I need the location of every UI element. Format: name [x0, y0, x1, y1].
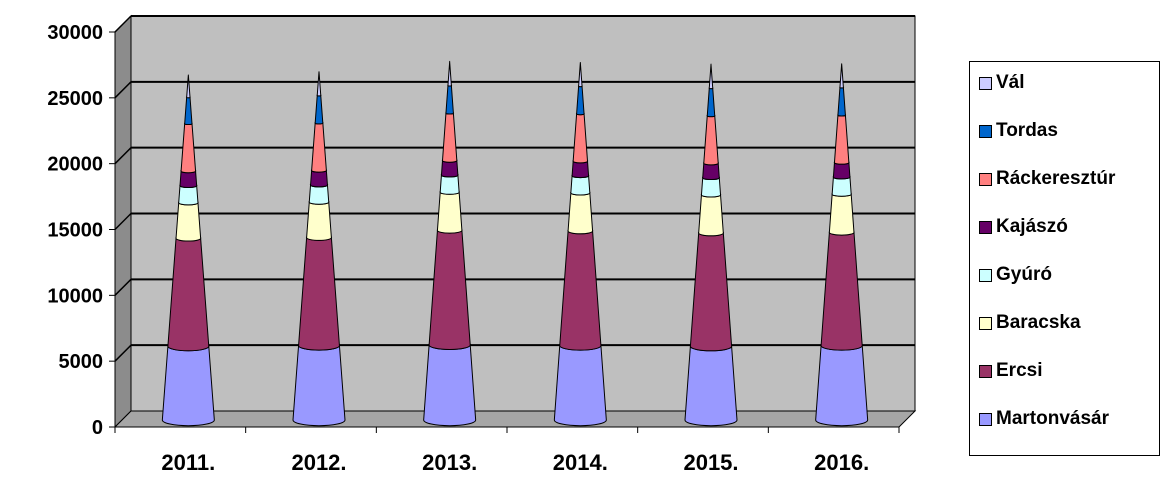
cone-segment	[162, 346, 214, 425]
cone-segment	[441, 161, 457, 177]
x-tick-label: 2011.	[161, 450, 215, 473]
legend-swatch	[979, 221, 992, 234]
plot-floor	[115, 411, 915, 427]
legend-item: Ráckeresztúr	[979, 167, 1115, 191]
cone-segment	[176, 203, 201, 241]
cone-segment	[685, 346, 737, 425]
cone-segment	[554, 346, 606, 426]
cone-segment	[572, 161, 588, 177]
legend-swatch	[979, 173, 992, 186]
x-tick-label: 2015.	[683, 450, 738, 473]
cone-segment	[699, 195, 724, 236]
y-tick-label: 10000	[47, 285, 103, 307]
legend-swatch	[979, 125, 992, 138]
x-tick-label: 2014.	[553, 450, 608, 473]
chart-legend: Vál Tordas Ráckeresztúr Kajászó Gyúró Baracsk…	[969, 61, 1160, 456]
x-tick-label: 2012.	[291, 450, 346, 473]
cone-segment	[832, 177, 851, 196]
cone-segment	[833, 163, 850, 179]
legend-swatch	[979, 365, 992, 378]
cone-segment	[293, 346, 345, 426]
legend-item: Martonvásár	[979, 407, 1109, 431]
y-tick-label: 0	[92, 417, 103, 439]
legend-label: Ráckeresztúr	[996, 168, 1115, 190]
y-tick-label: 15000	[47, 220, 103, 242]
legend-label: Gyúró	[996, 264, 1052, 286]
legend-label: Martonvásár	[996, 408, 1109, 430]
cone-segment	[437, 192, 461, 233]
legend-item: Gyúró	[979, 263, 1052, 287]
cone-segment	[701, 178, 720, 197]
y-tick-label: 20000	[47, 154, 103, 176]
cone-segment	[571, 176, 590, 195]
x-tick-label: 2013.	[422, 450, 477, 473]
x-tick-label: 2016.	[814, 450, 869, 473]
cone-segment	[829, 194, 854, 235]
y-tick-label: 25000	[47, 88, 103, 110]
cone-segment	[180, 171, 197, 187]
cone-segment	[424, 345, 476, 426]
legend-swatch	[979, 413, 992, 426]
legend-swatch	[979, 317, 992, 330]
cone-segment	[179, 186, 198, 205]
legend-label: Kajászó	[996, 216, 1068, 238]
legend-item: Kajászó	[979, 215, 1068, 239]
legend-label: Ercsi	[996, 360, 1042, 382]
cone-segment	[816, 346, 868, 426]
cone-segment	[568, 193, 593, 234]
y-tick-label: 5000	[59, 351, 104, 373]
legend-swatch	[979, 77, 992, 90]
cone-segment	[309, 185, 328, 204]
y-tick-label: 30000	[47, 22, 103, 44]
legend-item: Baracska	[979, 311, 1081, 335]
legend-item: Ercsi	[979, 359, 1042, 383]
cone-segment	[440, 175, 459, 194]
legend-label: Tordas	[996, 120, 1058, 142]
legend-swatch	[979, 269, 992, 282]
legend-item: Vál	[979, 71, 1025, 95]
legend-item: Tordas	[979, 119, 1058, 143]
legend-label: Baracska	[996, 312, 1081, 334]
legend-label: Vál	[996, 72, 1025, 94]
cone-segment	[311, 170, 328, 186]
cone-segment	[307, 202, 332, 240]
cone-segment	[703, 163, 720, 179]
